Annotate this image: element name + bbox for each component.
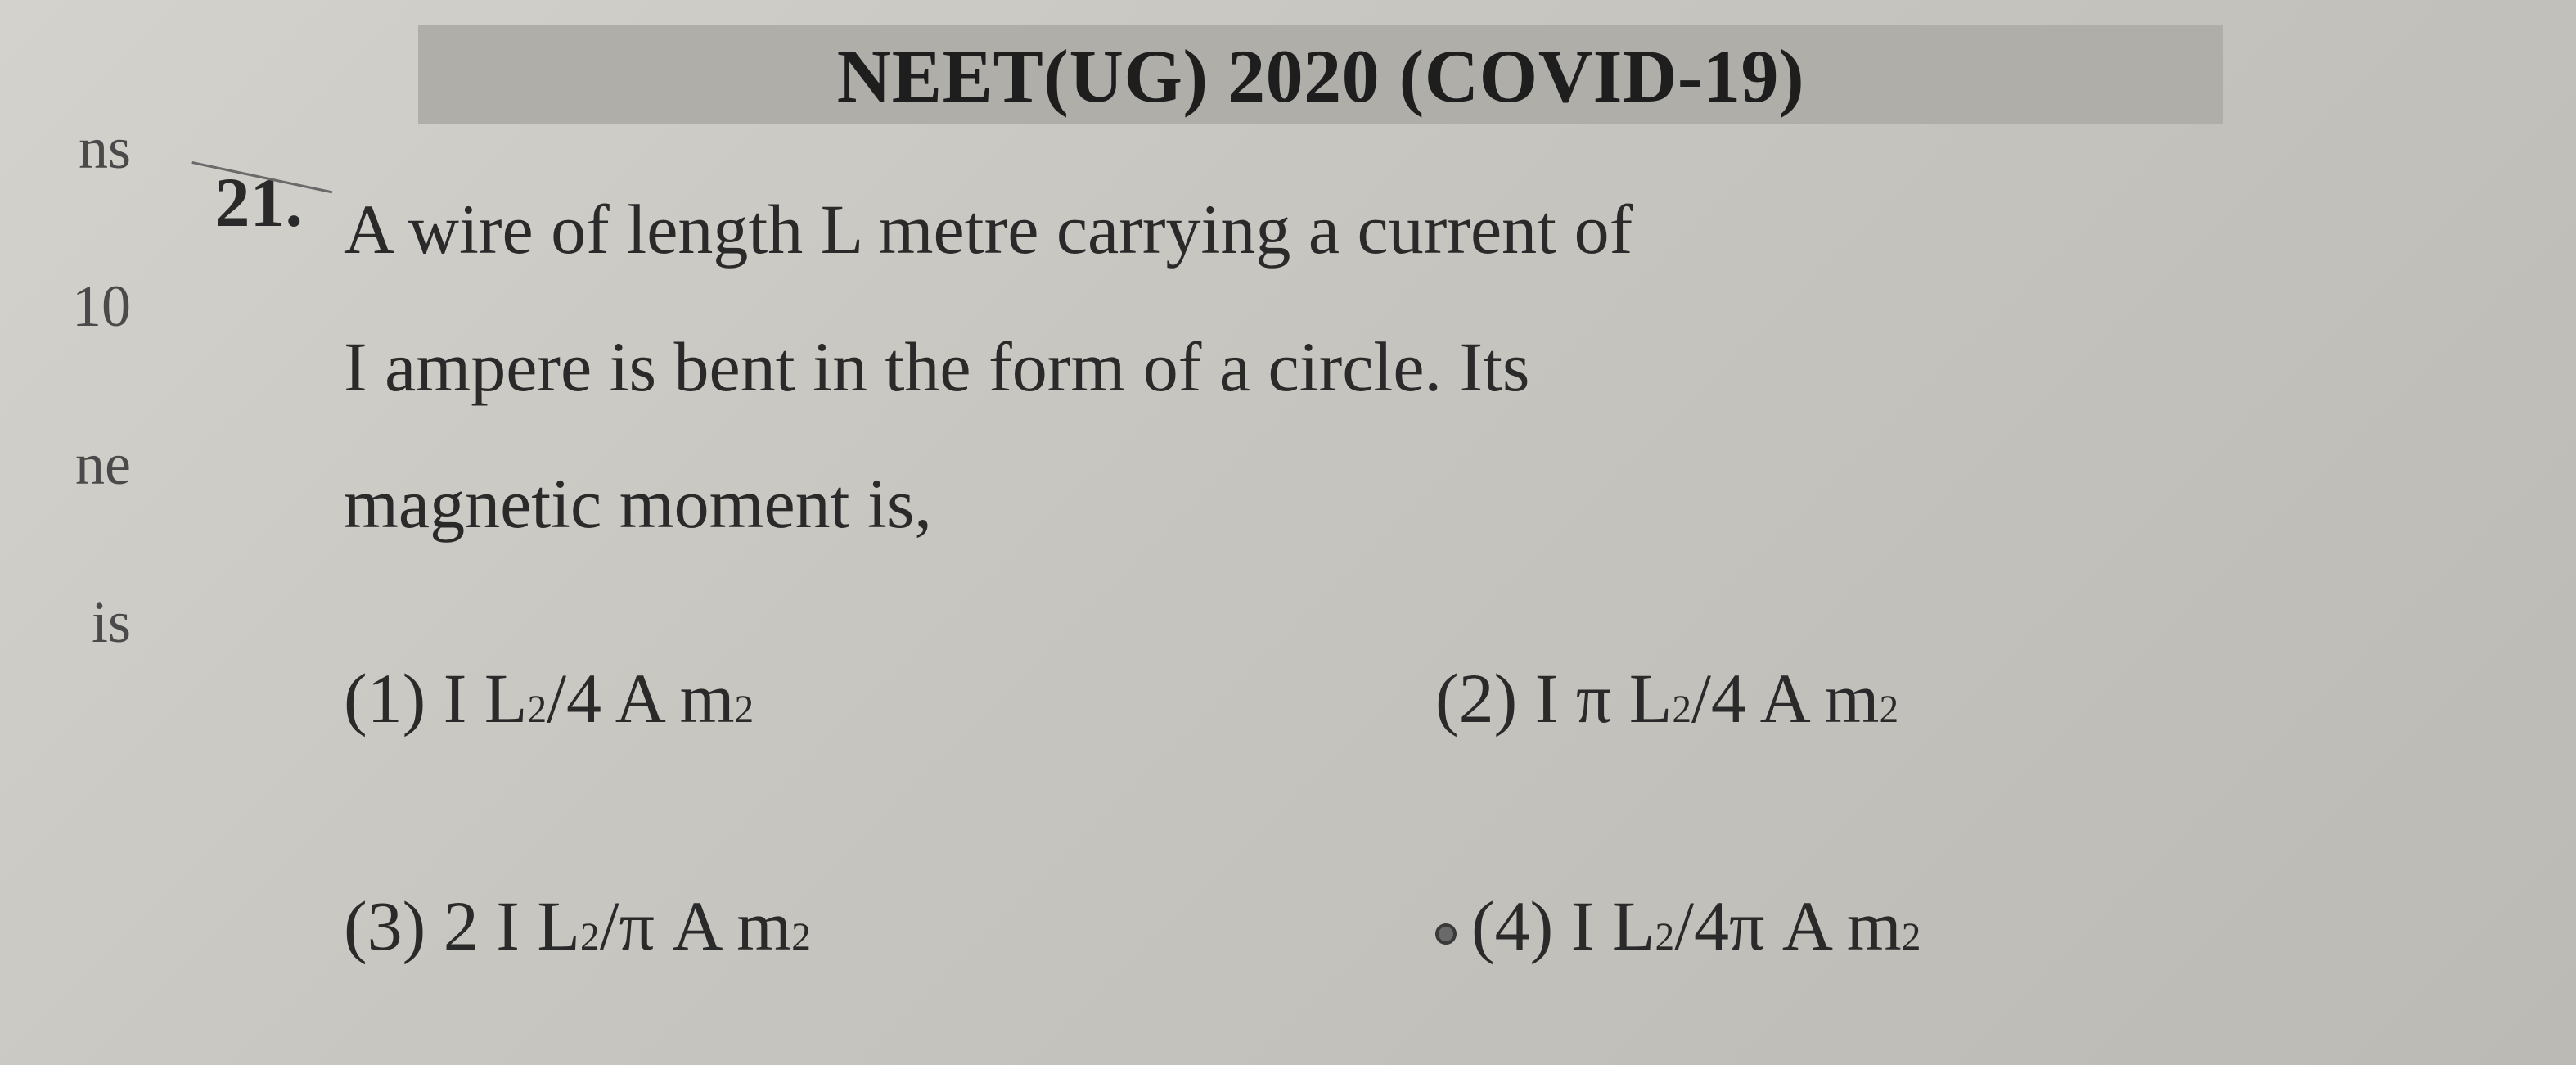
question-line: magnetic moment is,	[344, 435, 2478, 573]
question-line: I ampere is bent in the form of a circle…	[344, 299, 2478, 436]
options-grid: (1) I L2/4 A m2 (2) I π L2 /4 A m2 (3) 2…	[344, 630, 2478, 995]
option-expr-core: I L	[1571, 858, 1655, 995]
option-expr-mid: /4π A m	[1674, 858, 1902, 995]
answer-marker-icon	[1435, 923, 1457, 945]
margin-frag: ne	[0, 431, 131, 499]
option-expr-mid: /4 A m	[1691, 630, 1879, 768]
option-1: (1) I L2/4 A m2	[344, 630, 1386, 768]
option-expr-mid: /π A m	[600, 858, 792, 995]
question-number: 21.	[164, 161, 344, 243]
option-expr-core: I π L	[1535, 630, 1673, 768]
option-label: (3)	[344, 858, 426, 995]
option-label: (4)	[1471, 858, 1553, 995]
exam-page: ns 10 ne is NEET(UG) 2020 (COVID-19) 21.…	[0, 0, 2576, 1065]
option-3: (3) 2 I L2 /π A m2	[344, 858, 1386, 995]
question-line: A wire of length L metre carrying a curr…	[344, 161, 2478, 299]
option-expr-core: 2 I L	[444, 858, 580, 995]
option-expr-mid: /4 A m	[547, 630, 734, 768]
margin-frag: is	[0, 589, 131, 657]
left-margin: ns 10 ne is	[0, 0, 147, 1065]
option-label: (1)	[344, 630, 426, 768]
margin-frag: ns	[0, 115, 131, 183]
exam-heading: NEET(UG) 2020 (COVID-19)	[418, 25, 2223, 124]
margin-frag: 10	[0, 273, 131, 341]
option-2: (2) I π L2 /4 A m2	[1435, 630, 2478, 768]
option-label: (2)	[1435, 630, 1517, 768]
content-area: NEET(UG) 2020 (COVID-19) 21. A wire of l…	[164, 25, 2478, 995]
option-4: (4) I L2 /4π A m2	[1435, 858, 2478, 995]
question-block: 21. A wire of length L metre carrying a …	[164, 161, 2478, 995]
option-expr-core: I L	[444, 630, 528, 768]
question-body: A wire of length L metre carrying a curr…	[344, 161, 2478, 995]
